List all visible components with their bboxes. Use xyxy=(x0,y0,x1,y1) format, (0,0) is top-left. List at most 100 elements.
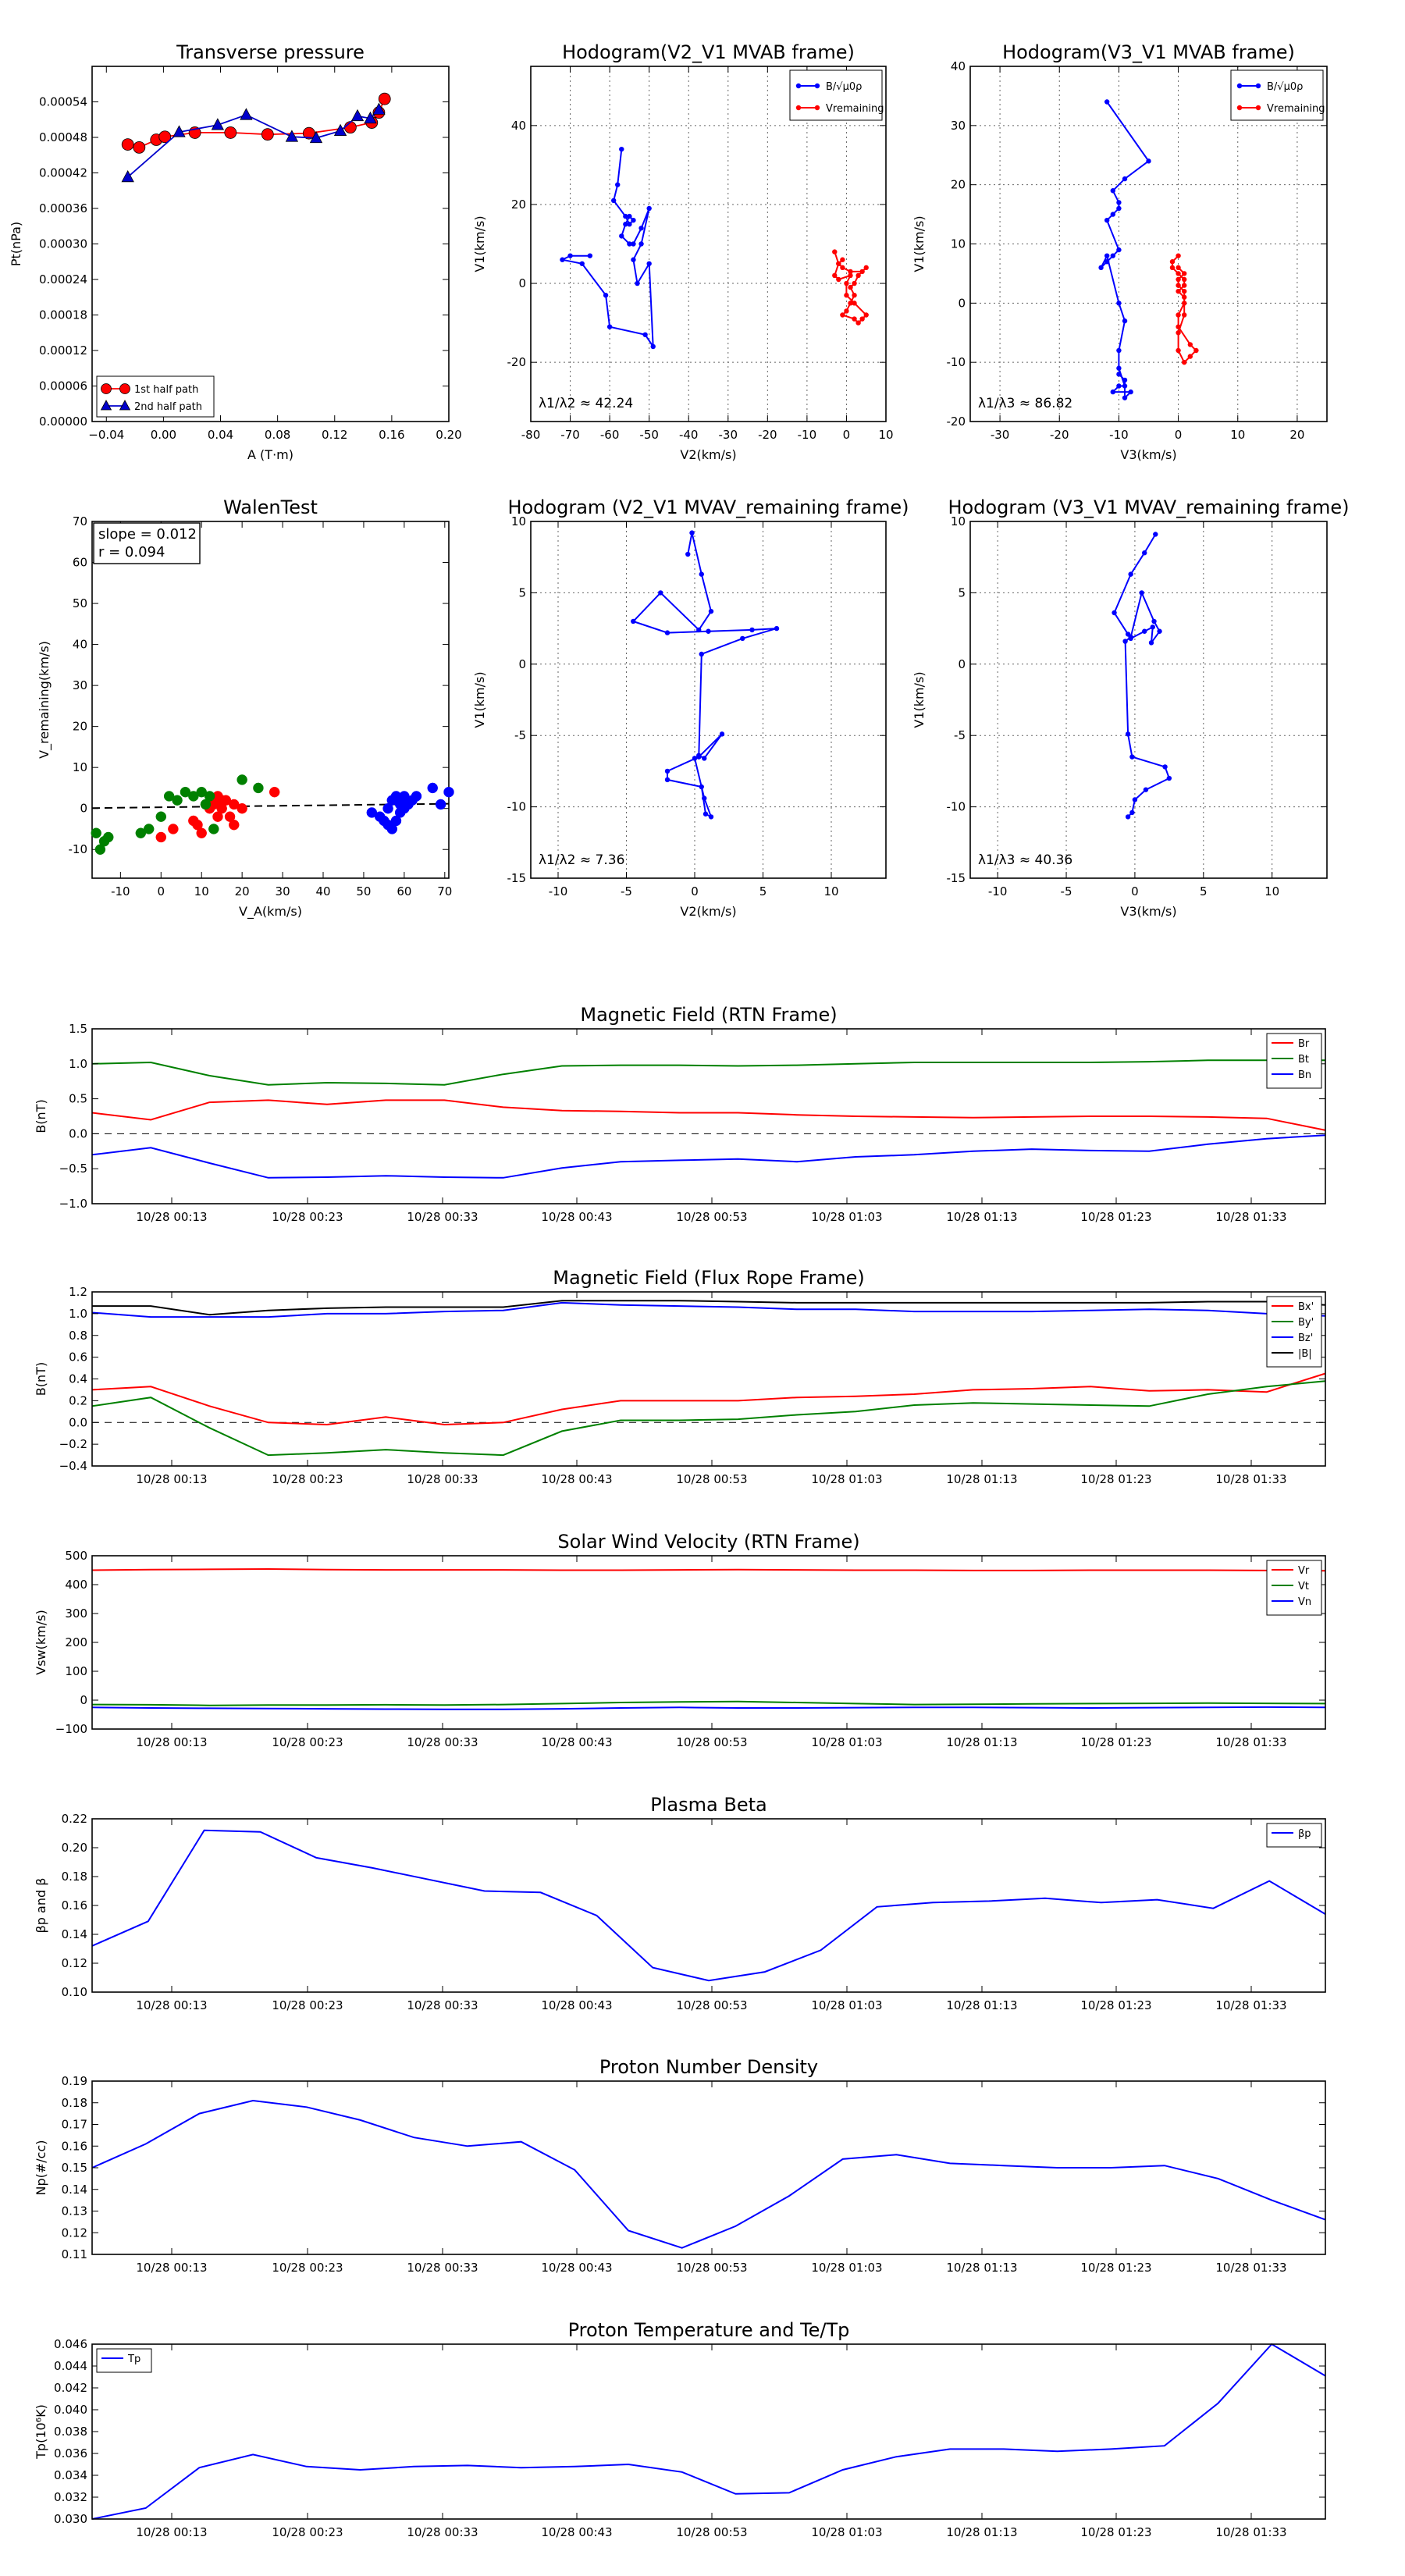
x-tick-label: 10/28 00:43 xyxy=(541,1998,612,2012)
x-tick-label: 0.08 xyxy=(265,428,290,442)
legend-label: By' xyxy=(1298,1317,1314,1329)
y-tick-label: 0.5 xyxy=(69,1092,87,1106)
y-tick-label: 10 xyxy=(511,514,526,528)
data-point xyxy=(719,731,725,737)
y-tick-label: 0.00000 xyxy=(39,415,87,429)
y-tick-label: 0.00024 xyxy=(39,272,87,286)
series-line-2 xyxy=(91,1134,1326,1179)
chart-title: Hodogram(V3_V1 MVAB frame) xyxy=(1002,41,1295,63)
data-point xyxy=(309,130,323,144)
x-tick-label: 10/28 00:43 xyxy=(541,1210,612,1224)
legend-box xyxy=(1230,69,1324,121)
x-tick-label: 10/28 01:33 xyxy=(1215,2525,1286,2539)
data-point xyxy=(642,332,648,337)
legend-marker xyxy=(814,83,820,89)
x-tick-label: 10 xyxy=(823,884,838,898)
data-point xyxy=(1193,347,1199,354)
data-point xyxy=(702,811,709,817)
y-tick-label: 30 xyxy=(951,119,966,133)
data-point xyxy=(240,108,253,120)
series-line-0 xyxy=(91,2343,1326,2520)
x-tick-label: 10/28 01:03 xyxy=(811,1210,882,1224)
data-point xyxy=(699,651,704,657)
x-tick-label: 0 xyxy=(1175,428,1183,442)
data-point xyxy=(1176,347,1181,354)
data-point xyxy=(631,241,636,247)
x-tick-label: 20 xyxy=(1289,428,1304,442)
plot-frame xyxy=(91,1291,1326,1467)
ratio-annotation: λ1/λ2 ≈ 42.24 xyxy=(539,396,633,411)
y-tick-label: -15 xyxy=(947,871,966,885)
x-tick-label: 10/28 01:23 xyxy=(1080,2525,1151,2539)
y-axis-label: B(nT) xyxy=(34,1362,48,1396)
legend-label: Bt xyxy=(1298,1054,1309,1066)
y-tick-label: −0.5 xyxy=(59,1162,87,1176)
x-axis-label: V3(km/s) xyxy=(1120,447,1176,462)
data-point xyxy=(852,316,857,322)
y-tick-label: -10 xyxy=(947,800,966,814)
series-line xyxy=(127,109,380,178)
x-tick-label: 10/28 00:43 xyxy=(541,1472,612,1486)
y-tick-label: 0.038 xyxy=(54,2425,87,2439)
y-tick-label: 0.14 xyxy=(62,1927,87,1941)
ratio-annotation: λ1/λ3 ≈ 86.82 xyxy=(978,396,1072,411)
x-tick-label: 10/28 00:43 xyxy=(541,1735,612,1749)
y-axis-label: V1(km/s) xyxy=(912,215,927,272)
series-line xyxy=(560,149,654,350)
y-tick-label: 40 xyxy=(73,638,87,652)
y-tick-label: 0.044 xyxy=(54,2359,87,2373)
x-tick-label: -70 xyxy=(560,428,580,442)
x-tick-label: 10 xyxy=(1264,884,1279,898)
y-tick-label: -10 xyxy=(507,800,527,814)
data-point xyxy=(1148,640,1154,646)
legend-marker xyxy=(100,400,112,411)
data-point xyxy=(1139,590,1144,596)
data-point xyxy=(1182,288,1187,294)
y-tick-label: −0.2 xyxy=(59,1437,87,1451)
x-tick-label: 0 xyxy=(158,884,165,898)
x-tick-label: 10 xyxy=(194,884,209,898)
x-tick-label: 30 xyxy=(276,884,290,898)
x-tick-label: 10/28 00:33 xyxy=(407,2261,478,2275)
series-line-3 xyxy=(92,1300,1326,1316)
y-tick-label: 0.20 xyxy=(62,1841,87,1855)
data-point xyxy=(619,146,624,152)
data-point xyxy=(211,118,225,130)
data-point xyxy=(216,795,227,806)
stats-line: r = 0.094 xyxy=(98,544,165,560)
x-tick-label: 10 xyxy=(878,428,893,442)
data-point xyxy=(702,756,707,761)
data-point xyxy=(623,213,628,219)
ratio-annotation: λ1/λ3 ≈ 40.36 xyxy=(978,852,1072,868)
y-axis-label: βp and β xyxy=(34,1878,48,1934)
y-tick-label: 1.5 xyxy=(69,1022,87,1036)
data-point xyxy=(1176,265,1181,271)
y-tick-label: 0.14 xyxy=(62,2183,87,2197)
series-0 xyxy=(560,146,656,350)
legend-label: βp xyxy=(1298,1828,1311,1840)
data-point xyxy=(192,819,203,831)
data-point xyxy=(852,301,857,306)
stats-box xyxy=(93,522,201,564)
y-tick-label: 300 xyxy=(65,1606,87,1621)
legend-box xyxy=(96,375,215,418)
chart-title: Magnetic Field (RTN Frame) xyxy=(580,1004,837,1026)
y-tick-label: 10 xyxy=(73,760,87,774)
data-point xyxy=(560,257,565,262)
y-tick-label: 20 xyxy=(951,178,966,192)
data-point xyxy=(638,226,644,231)
y-axis-label: Np(#/cc) xyxy=(34,2140,48,2196)
series-line-0 xyxy=(91,1372,1326,1426)
x-tick-label: 0.20 xyxy=(436,428,461,442)
y-axis-label: V1(km/s) xyxy=(472,215,487,272)
x-tick-label: 10/28 01:23 xyxy=(1080,2261,1151,2275)
legend-label: B/√μ0ρ xyxy=(1267,81,1303,93)
x-tick-label: −0.04 xyxy=(88,428,124,442)
x-tick-label: 60 xyxy=(397,884,411,898)
data-point xyxy=(1116,383,1122,389)
data-point xyxy=(1182,301,1187,306)
series-line xyxy=(631,532,777,819)
data-point xyxy=(173,125,186,137)
series-line-2 xyxy=(91,1301,1326,1318)
x-tick-label: 10/28 00:23 xyxy=(272,2261,343,2275)
